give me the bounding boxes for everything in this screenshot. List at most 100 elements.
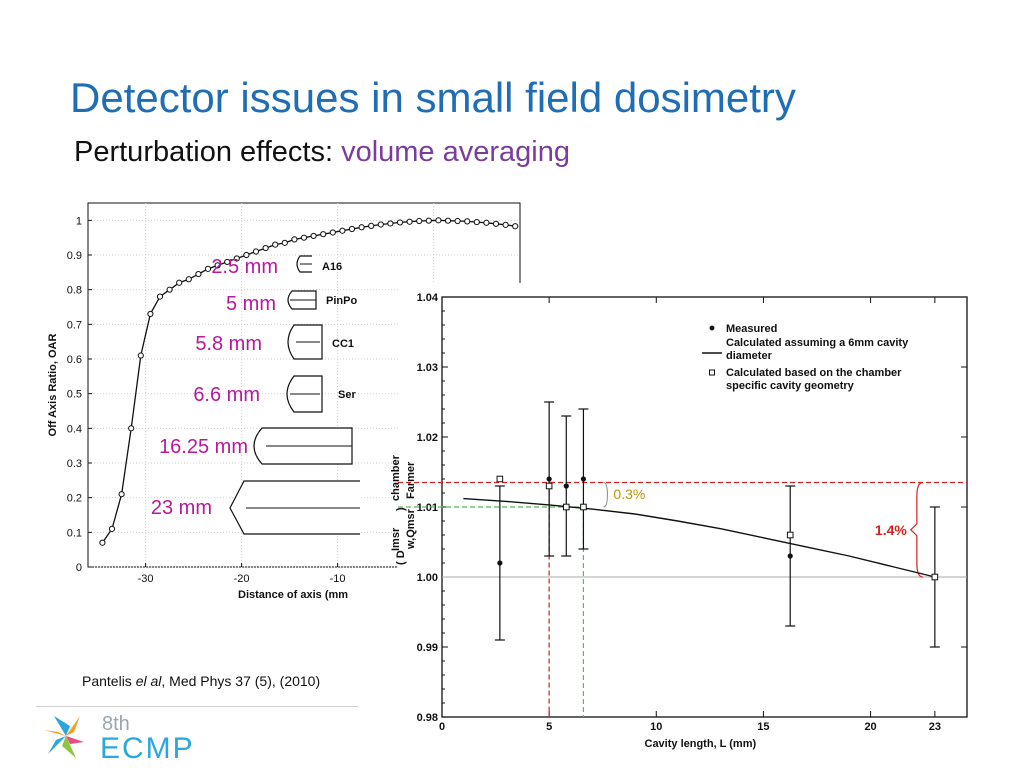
chart1-point — [108, 525, 116, 532]
chart1-point — [300, 234, 308, 241]
chart1-point — [444, 217, 452, 224]
chart2-ylabel-part: chamber — [390, 454, 402, 501]
chart1-ytick-label: 0 — [76, 562, 82, 574]
chart1-point — [118, 491, 125, 498]
small-diff-label: 0.3% — [613, 486, 645, 502]
legend-label: Calculated assuming a 6mm cavity — [726, 337, 909, 349]
chart2-xtick-label: 5 — [546, 721, 552, 733]
measured-point — [546, 476, 552, 482]
chart1-point — [483, 219, 490, 226]
logo-edition-text: 8th — [102, 713, 130, 735]
legend-square-icon — [709, 369, 715, 376]
chart1-point — [252, 248, 260, 255]
slide-subtitle: Perturbation effects: volume averaging — [74, 136, 570, 169]
chart1-point — [512, 223, 519, 230]
chart1-xtick-label: -10 — [330, 573, 346, 585]
chart2-ytick-label: 1.00 — [417, 572, 438, 584]
chart1-point — [387, 220, 394, 227]
chart1-point — [233, 255, 240, 262]
chart2-ylabel-part: ( D — [395, 550, 407, 565]
chart1-point — [329, 229, 336, 236]
chart2-xtick-label: 10 — [650, 721, 662, 733]
detector-size-label: 23 mm — [151, 497, 212, 519]
logo-ecmp-text: ECMP — [100, 732, 195, 765]
detector-name-label: CC1 — [332, 338, 354, 350]
measured-point — [580, 476, 587, 482]
chart1-point — [99, 539, 106, 546]
legend-dot-icon — [709, 325, 715, 331]
footer-divider — [36, 706, 358, 707]
detector-size-label: 16.25 mm — [159, 436, 248, 458]
chart1-point — [176, 279, 183, 286]
chart1-point — [320, 231, 327, 238]
chart1-point — [377, 221, 384, 228]
ecmp-logo: 8th ECMP — [44, 713, 195, 765]
chart2-xtick-label: 0 — [439, 721, 445, 733]
chart1-point — [195, 270, 202, 278]
chart1-point — [166, 286, 173, 293]
chart1-point — [368, 222, 375, 229]
chart1-point — [224, 258, 231, 266]
logo-star-icon — [44, 716, 84, 758]
chart1-point — [156, 293, 164, 300]
specific-geometry-point — [562, 503, 570, 511]
chart2-xtick-label: 15 — [757, 721, 769, 733]
chart1-point — [147, 310, 154, 318]
chart2-xtick-label: 23 — [929, 721, 941, 733]
chart1-point — [464, 218, 471, 225]
chart2-ylabel-part: w,Qmsr — [405, 508, 417, 550]
chart1-ytick-label: 0.9 — [67, 250, 82, 262]
measured-point — [563, 483, 569, 489]
legend-label-line2: specific cavity geometry — [726, 380, 855, 392]
chart1-point — [396, 219, 404, 226]
chart1-xlabel: Distance of axis (mm — [238, 589, 348, 601]
big-diff-label: 1.4% — [875, 522, 907, 538]
chart1-point — [243, 251, 250, 259]
chart1-point — [473, 218, 480, 226]
chart2-ytick-label: 1.04 — [417, 292, 439, 304]
subtitle-highlight: volume averaging — [341, 136, 570, 168]
chart1-point — [291, 236, 298, 243]
chart1-xtick-label: -30 — [138, 573, 154, 585]
subtitle-prefix: Perturbation effects: — [74, 136, 342, 168]
chart2-ytick-label: 0.99 — [417, 642, 438, 654]
chart1-xtick-label: -20 — [234, 573, 250, 585]
chart1-point — [310, 232, 317, 240]
chart2-ytick-label: 1.02 — [417, 432, 438, 444]
detector-name-label: Ser — [338, 389, 356, 401]
chart1-ytick-label: 1 — [76, 215, 82, 227]
big-diff-brace — [910, 481, 923, 578]
chart2-xlabel: Cavity length, L (mm) — [645, 738, 757, 750]
slide-title: Detector issues in small field dosimetry — [70, 74, 796, 121]
detector-size-label: 2.5 mm — [211, 256, 278, 278]
chart1-point — [358, 224, 365, 231]
chart2-ytick-label: 1.01 — [417, 502, 438, 514]
specific-geometry-point — [545, 482, 553, 490]
chart2-xtick-label: 20 — [864, 721, 876, 733]
citation-author: Pantelis — [82, 673, 136, 689]
chart2-ylabel-part: ) — [395, 507, 407, 511]
measured-point — [497, 560, 503, 566]
citation-etal: el al — [135, 673, 162, 689]
detector-name-label: PinPo — [326, 295, 357, 307]
specific-geometry-point — [786, 531, 794, 539]
chart2-ytick-label: 0.98 — [417, 712, 438, 724]
chart2-ylabel-part: Imsr — [390, 527, 402, 551]
calculated-curve-line — [463, 497, 936, 578]
chart1-point — [128, 425, 135, 432]
chart1-ytick-label: 0.3 — [67, 458, 82, 470]
chart1-ytick-label: 0.7 — [67, 319, 82, 331]
detector-name-label: A16 — [322, 261, 342, 273]
chart2-ylabel-part: Farmer — [405, 461, 417, 499]
chart1-point — [339, 227, 346, 234]
detector-size-label: 5 mm — [226, 293, 276, 315]
chart1-ytick-label: 0.8 — [67, 285, 82, 297]
chart1-point — [214, 262, 221, 269]
citation-rest: , Med Phys 37 (5), (2010) — [161, 673, 321, 689]
specific-geometry-point — [496, 475, 504, 483]
legend-label-line2: diameter — [726, 350, 773, 362]
specific-geometry-point — [580, 503, 587, 511]
detector-size-label: 5.8 mm — [195, 333, 262, 355]
chart1-point — [348, 225, 356, 233]
chart1-point — [406, 218, 413, 225]
